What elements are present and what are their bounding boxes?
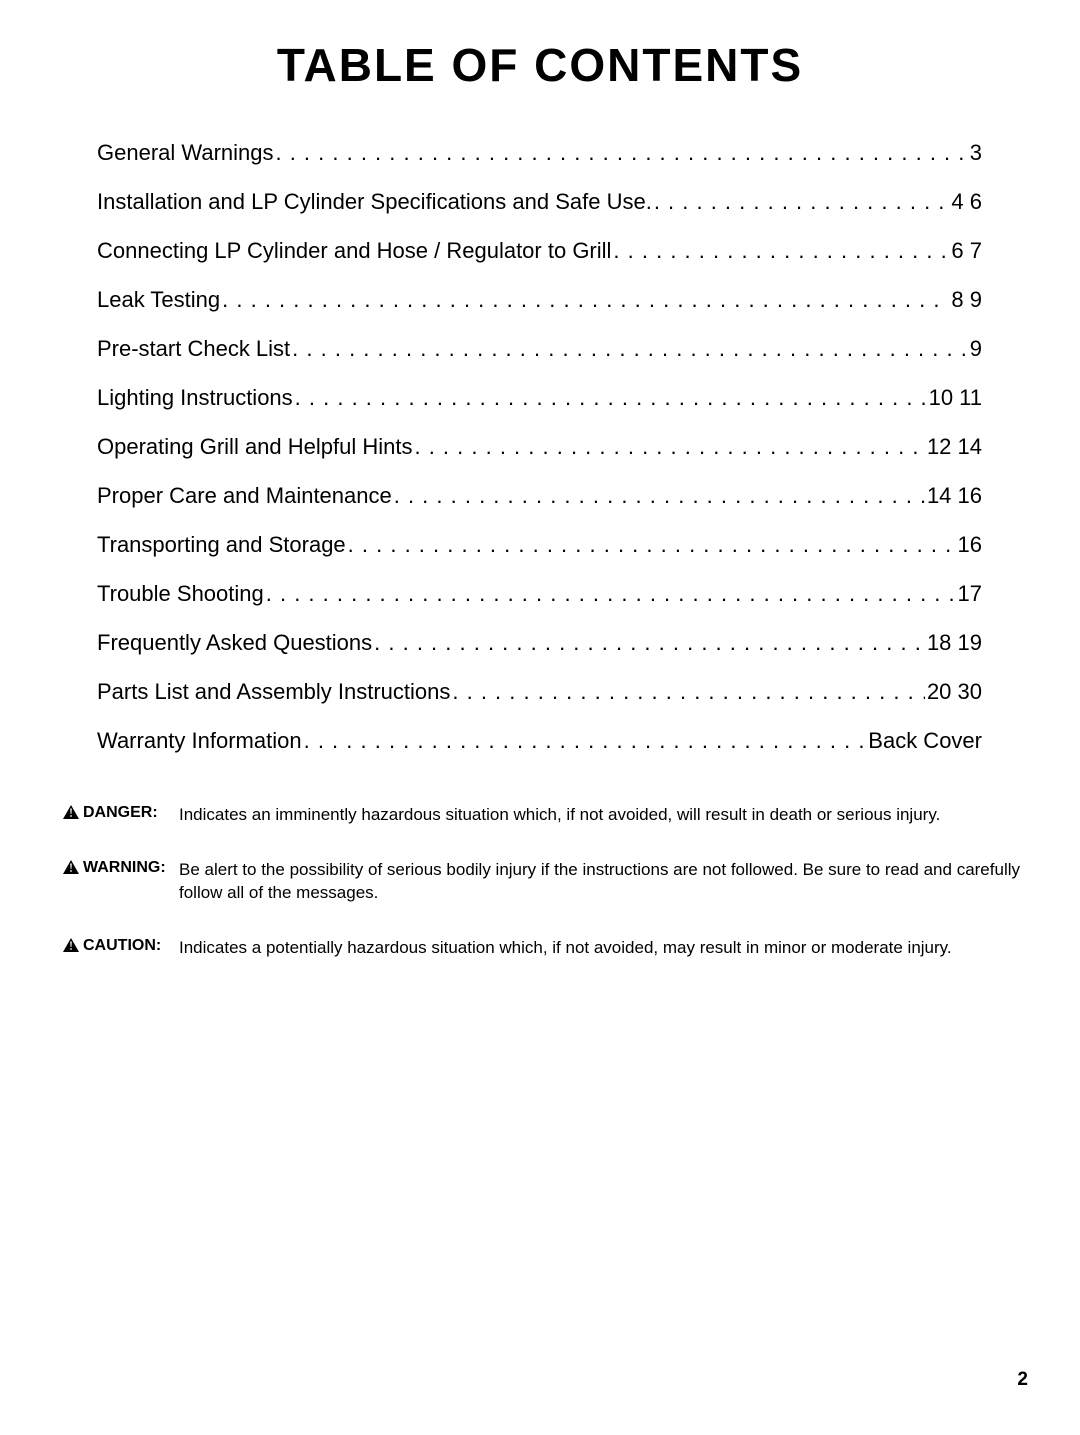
toc-page: 6 7 [951,238,982,264]
toc-entry: Warranty Information Back Cover [97,728,982,754]
warning-row-caution: CAUTION: Indicates a potentially hazardo… [63,937,1028,960]
toc-label: Pre-start Check List [97,336,290,362]
toc-leader [295,385,927,411]
toc-label: Proper Care and Maintenance [97,483,392,509]
toc-leader [292,336,968,362]
toc-entry: Transporting and Storage 16 [97,532,982,558]
warning-triangle-icon [63,805,79,819]
toc-leader [348,532,956,558]
warnings-section: DANGER: Indicates an imminently hazardou… [63,804,1028,992]
toc-entry: Connecting LP Cylinder and Hose / Regula… [97,238,982,264]
toc-label: Trouble Shooting [97,581,264,607]
toc-leader [414,434,924,460]
toc-label: Lighting Instructions [97,385,293,411]
warning-label-caution: CAUTION: [83,937,175,955]
toc-label: Leak Testing [97,287,220,313]
warning-row-warning: WARNING: Be alert to the possibility of … [63,859,1028,905]
warning-text-danger: Indicates an imminently hazardous situat… [179,804,1028,827]
toc-leader [275,140,967,166]
toc-page: 8 9 [951,287,982,313]
warning-triangle-icon [63,860,79,874]
toc-label: Transporting and Storage [97,532,346,558]
warning-label-danger: DANGER: [83,804,175,822]
toc-leader [374,630,925,656]
toc-page: 18 19 [927,630,982,656]
toc-page: 14 16 [927,483,982,509]
toc-leader [452,679,925,705]
toc-label: Warranty Information [97,728,302,754]
toc-entry: General Warnings 3 [97,140,982,166]
page-number: 2 [1017,1369,1028,1391]
toc-leader [613,238,949,264]
toc-entry: Operating Grill and Helpful Hints 12 14 [97,434,982,460]
toc-label: Parts List and Assembly Instructions [97,679,450,705]
toc-label: Connecting LP Cylinder and Hose / Regula… [97,238,611,264]
toc-page: 16 [958,532,982,558]
toc-entry: Trouble Shooting 17 [97,581,982,607]
toc-page: 3 [970,140,982,166]
toc-entry: Parts List and Assembly Instructions 20 … [97,679,982,705]
toc-entry: Frequently Asked Questions 18 19 [97,630,982,656]
warning-row-danger: DANGER: Indicates an imminently hazardou… [63,804,1028,827]
toc-leader [394,483,925,509]
toc-entry: Proper Care and Maintenance 14 16 [97,483,982,509]
page-title: Table of Contents [0,38,1080,92]
toc-entry: Leak Testing 8 9 [97,287,982,313]
toc-label: General Warnings [97,140,273,166]
toc-entry: Pre-start Check List 9 [97,336,982,362]
warning-label-warning: WARNING: [83,859,175,877]
toc-entry: Lighting Instructions 10 11 [97,385,982,411]
toc-page: 20 30 [927,679,982,705]
toc-leader [266,581,956,607]
toc-page: 4 6 [951,189,982,215]
toc-leader [222,287,949,313]
toc-label: Operating Grill and Helpful Hints [97,434,412,460]
toc-page: 17 [958,581,982,607]
toc-list: General Warnings 3 Installation and LP C… [0,140,1080,754]
warning-text-warning: Be alert to the possibility of serious b… [179,859,1028,905]
toc-page: 10 11 [929,385,982,411]
toc-leader [654,189,950,215]
toc-label: Frequently Asked Questions [97,630,372,656]
toc-label: Installation and LP Cylinder Specificati… [97,189,652,215]
toc-leader [304,728,867,754]
toc-page: Back Cover [868,728,982,754]
warning-triangle-icon [63,938,79,952]
toc-page: 9 [970,336,982,362]
toc-page: 12 14 [927,434,982,460]
warning-text-caution: Indicates a potentially hazardous situat… [179,937,1028,960]
toc-entry: Installation and LP Cylinder Specificati… [97,189,982,215]
